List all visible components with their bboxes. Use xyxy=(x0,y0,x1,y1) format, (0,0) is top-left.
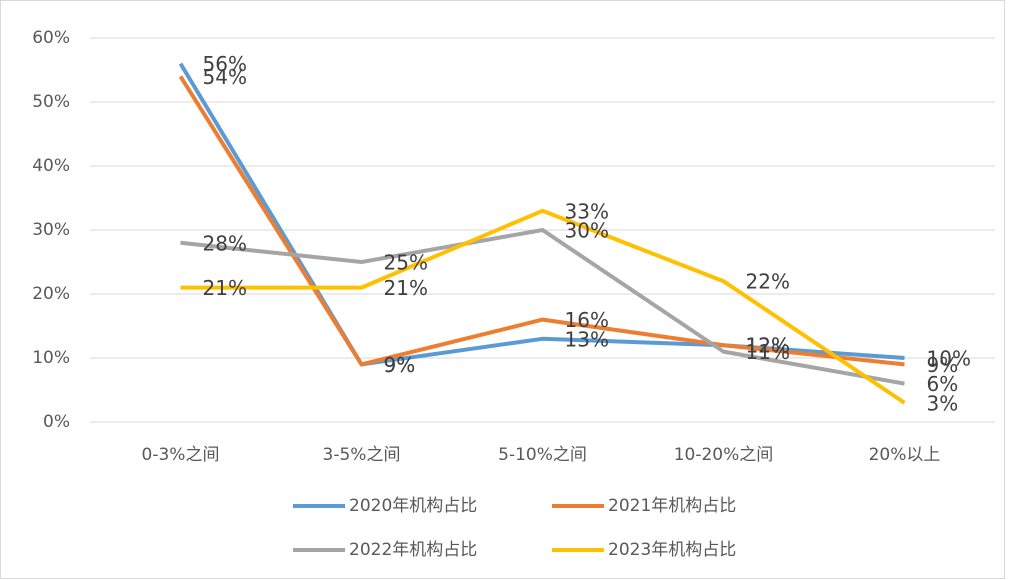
data-label: 10% xyxy=(927,347,971,371)
data-label: 22% xyxy=(746,270,790,294)
data-label: 11% xyxy=(746,340,790,364)
legend-label: 2022年机构占比 xyxy=(349,540,477,560)
legend-label: 2020年机构占比 xyxy=(349,496,477,516)
y-tick-label: 0% xyxy=(43,412,70,432)
y-tick-label: 50% xyxy=(32,92,70,112)
data-label: 21% xyxy=(384,276,428,300)
data-label: 16% xyxy=(565,308,609,332)
data-label: 3% xyxy=(927,391,959,415)
data-label: 12% xyxy=(746,334,790,358)
legend-label: 2023年机构占比 xyxy=(608,540,736,560)
y-tick-label: 60% xyxy=(32,28,70,48)
y-tick-label: 30% xyxy=(32,220,70,240)
data-label: 33% xyxy=(565,199,609,223)
data-label: 12% xyxy=(746,334,790,358)
series-line xyxy=(178,62,905,367)
data-label: 6% xyxy=(927,372,959,396)
x-tick-label: 10-20%之间 xyxy=(674,445,774,465)
y-tick-label: 40% xyxy=(32,156,70,176)
y-tick-label: 20% xyxy=(32,284,70,304)
data-label: 56% xyxy=(203,52,247,76)
data-label: 21% xyxy=(203,276,247,300)
series-line xyxy=(180,208,906,405)
series-line xyxy=(180,228,905,386)
legend-label: 2021年机构占比 xyxy=(608,496,736,516)
data-label: 54% xyxy=(203,65,247,89)
data-label: 9% xyxy=(384,353,416,377)
data-label: 30% xyxy=(565,219,609,243)
data-label: 13% xyxy=(565,327,609,351)
x-tick-label: 20%以上 xyxy=(869,445,941,465)
data-label: 9% xyxy=(927,353,959,377)
y-tick-label: 10% xyxy=(32,348,70,368)
x-tick-label: 0-3%之间 xyxy=(142,445,220,465)
data-label: 9% xyxy=(384,353,416,377)
x-tick-label: 5-10%之间 xyxy=(498,445,587,465)
x-tick-label: 3-5%之间 xyxy=(323,445,401,465)
data-label: 25% xyxy=(384,251,428,275)
data-label: 28% xyxy=(203,231,247,255)
series-line xyxy=(178,75,905,367)
